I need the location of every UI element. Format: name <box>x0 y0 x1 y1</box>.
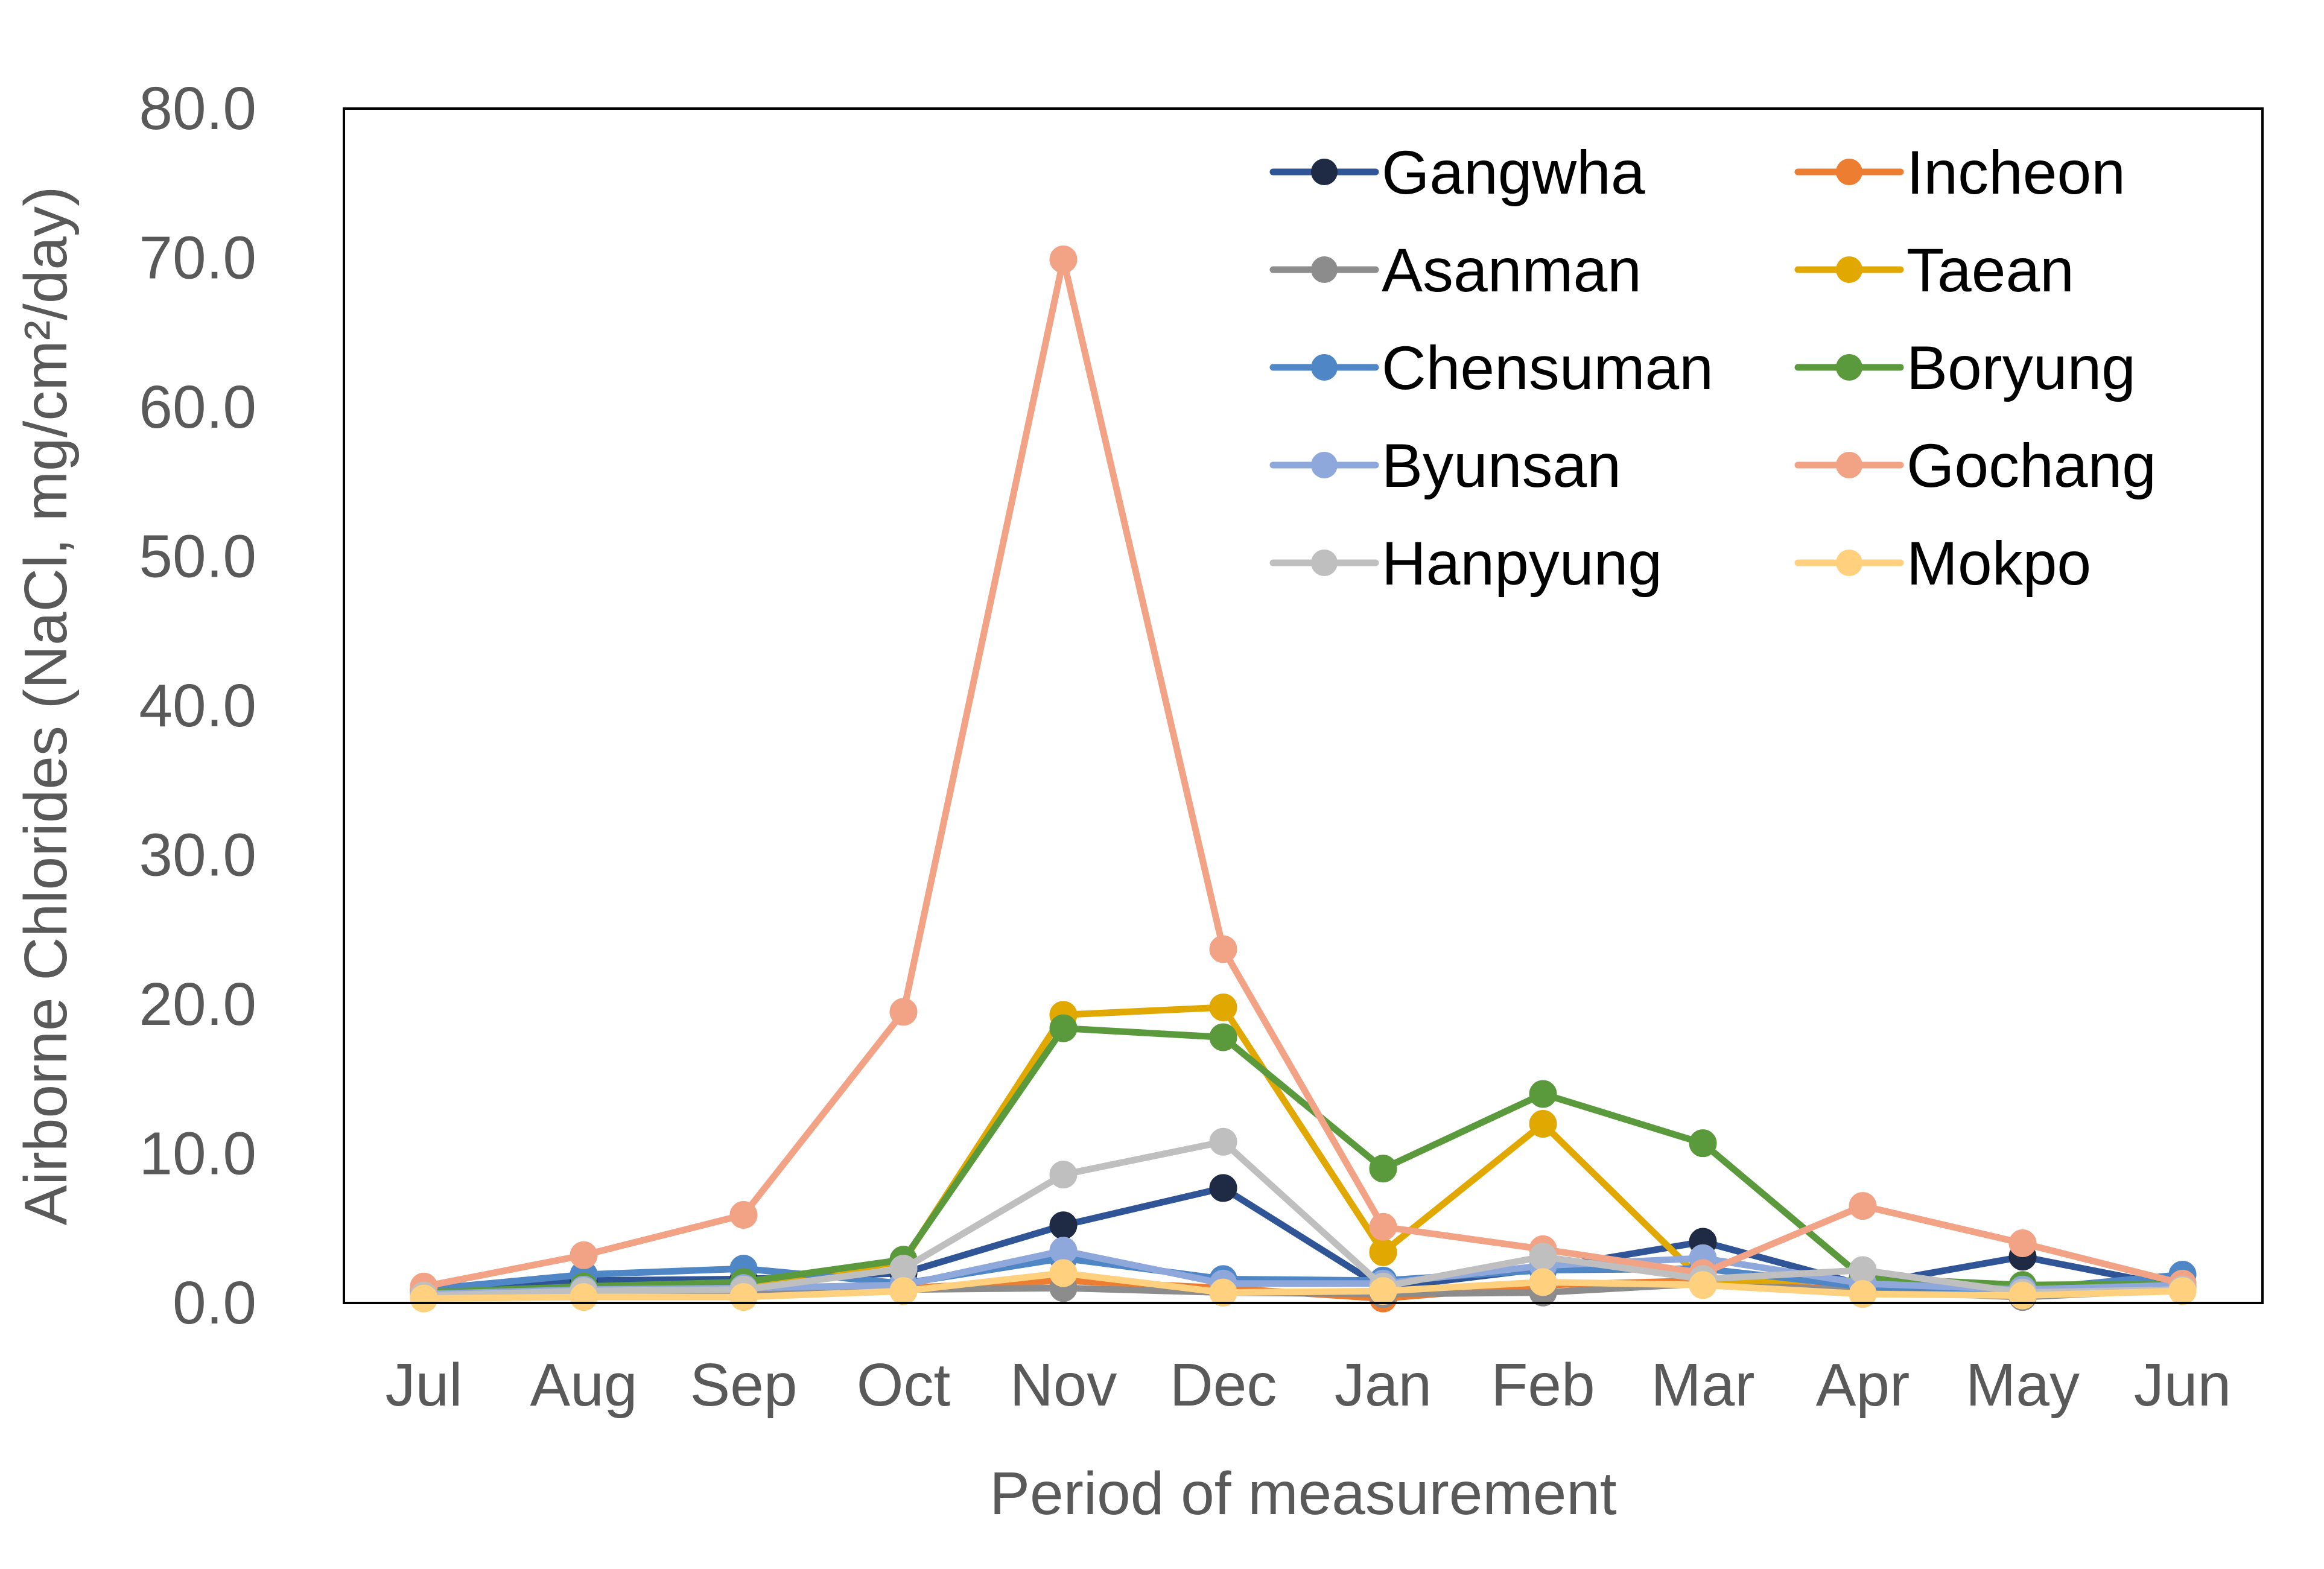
y-tick-label: 70.0 <box>139 224 256 292</box>
series-line <box>421 1270 2186 1302</box>
legend-item: Chensuman <box>1269 334 1713 402</box>
data-point <box>729 1283 758 1311</box>
legend-marker <box>1836 452 1862 478</box>
data-point <box>1049 1014 1078 1042</box>
data-point <box>1849 1280 1877 1308</box>
data-point <box>1209 935 1237 963</box>
y-axis-title: Airborne Chlorides (NaCl, mg/cm²/day) <box>12 186 80 1226</box>
data-point <box>729 1200 758 1229</box>
data-point <box>1209 1127 1237 1156</box>
legend-label: Taean <box>1907 236 2074 305</box>
x-tick-label: Jul <box>386 1351 463 1419</box>
y-tick-label: 10.0 <box>139 1120 256 1188</box>
data-point <box>1049 1161 1078 1189</box>
series-line <box>421 1025 2186 1296</box>
legend-label: Byunsan <box>1382 431 1621 500</box>
data-point <box>410 1284 438 1313</box>
legend-item: Hanpyung <box>1269 529 1662 598</box>
legend-label: Asanman <box>1382 236 1642 305</box>
data-point <box>1369 1238 1397 1266</box>
legend: Gangwha Incheon Asanman Taean Chensuman Boryu… <box>1269 138 2156 598</box>
x-tick-label: Oct <box>857 1351 951 1419</box>
legend-marker <box>1311 256 1338 283</box>
x-tick-label: Nov <box>1010 1351 1117 1419</box>
data-point <box>1529 1110 1557 1138</box>
legend-label: Chensuman <box>1382 334 1713 402</box>
data-point <box>1529 1243 1557 1271</box>
y-tick-label: 40.0 <box>139 672 256 740</box>
data-point <box>1209 993 1237 1021</box>
y-tick-label: 20.0 <box>139 971 256 1038</box>
legend-item: Mokpo <box>1794 529 2091 598</box>
x-tick-label: Aug <box>530 1351 638 1419</box>
y-tick-label: 30.0 <box>139 822 256 889</box>
legend-item: Taean <box>1794 236 2074 305</box>
legend-label: Gangwha <box>1382 138 1645 207</box>
data-point <box>889 998 918 1026</box>
x-tick-label: Jan <box>1335 1351 1432 1419</box>
legend-marker <box>1836 354 1862 381</box>
data-point <box>889 1277 918 1305</box>
data-point <box>1689 1129 1717 1158</box>
legend-marker <box>1311 354 1338 381</box>
x-tick-label: Mar <box>1651 1351 1754 1419</box>
y-tick-label: 80.0 <box>139 75 256 142</box>
x-tick-label: May <box>1966 1351 2080 1419</box>
data-point <box>2008 1281 2037 1310</box>
data-point <box>2008 1229 2037 1257</box>
legend-item: Asanman <box>1269 236 1642 305</box>
data-point <box>1049 1259 1078 1287</box>
legend-item: Gangwha <box>1269 138 1645 207</box>
data-point <box>1529 1268 1557 1296</box>
y-tick-label: 0.0 <box>173 1269 256 1337</box>
data-point <box>1849 1256 1877 1284</box>
legend-label: Hanpyung <box>1382 529 1662 598</box>
x-tick-label: Jun <box>2134 1351 2231 1419</box>
data-point <box>1209 1023 1237 1051</box>
legend-item: Incheon <box>1794 138 2126 207</box>
legend-item: Byunsan <box>1269 431 1621 500</box>
data-point <box>1689 1271 1717 1299</box>
legend-label: Incheon <box>1907 138 2126 207</box>
data-point <box>1049 245 1078 273</box>
data-point <box>1369 1212 1397 1241</box>
data-point <box>1209 1174 1237 1202</box>
data-point <box>1369 1277 1397 1305</box>
series-mokpo <box>410 1259 2197 1313</box>
x-axis-ticks: Jul Aug Sep Oct Nov Dec Jan Feb Mar Apr May Jun <box>386 1351 2232 1419</box>
y-axis-ticks: 0.0 10.0 20.0 30.0 40.0 50.0 60.0 70.0 80.0 <box>139 75 256 1337</box>
legend-marker <box>1311 550 1338 576</box>
data-point <box>2168 1277 2197 1305</box>
legend-marker <box>1836 256 1862 283</box>
legend-label: Boryung <box>1907 334 2136 402</box>
x-tick-label: Feb <box>1491 1351 1595 1419</box>
x-tick-label: Dec <box>1170 1351 1277 1419</box>
data-point <box>1209 1278 1237 1307</box>
data-point <box>570 1241 598 1269</box>
series-line <box>421 1138 2186 1299</box>
legend-marker <box>1836 159 1862 185</box>
plot-area-border <box>343 107 2264 1304</box>
y-tick-label: 50.0 <box>139 523 256 591</box>
data-point <box>1529 1080 1557 1108</box>
data-point <box>1369 1155 1397 1183</box>
legend-item: Boryung <box>1794 334 2136 402</box>
legend-item: Gochang <box>1794 431 2156 500</box>
series-line <box>421 256 2186 1290</box>
legend-label: Gochang <box>1907 431 2156 500</box>
data-point <box>570 1283 598 1311</box>
data-point <box>1849 1192 1877 1220</box>
x-tick-label: Sep <box>690 1351 798 1419</box>
x-tick-label: Apr <box>1816 1351 1910 1419</box>
legend-label: Mokpo <box>1907 529 2091 598</box>
legend-marker <box>1311 452 1338 478</box>
data-point <box>1049 1211 1078 1240</box>
y-tick-label: 60.0 <box>139 373 256 441</box>
legend-marker <box>1836 550 1862 576</box>
x-axis-title: Period of measurement <box>989 1460 1617 1527</box>
plot-lines <box>410 245 2197 1313</box>
legend-marker <box>1311 159 1338 185</box>
